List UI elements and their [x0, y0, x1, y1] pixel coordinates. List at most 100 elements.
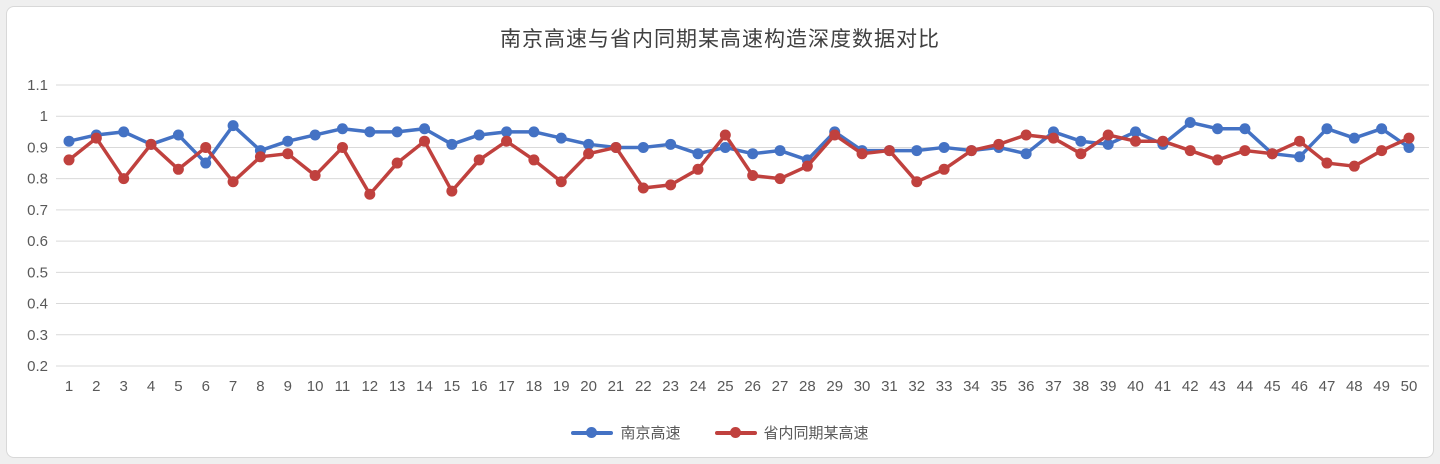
data-point-marker-南京高速	[172, 129, 184, 141]
data-point-marker-省内同期某高速	[1348, 160, 1360, 172]
x-axis-tick-label: 9	[284, 378, 292, 395]
data-point-marker-省内同期某高速	[1321, 157, 1333, 169]
data-point-marker-南京高速	[1321, 123, 1333, 135]
legend-marker-icon	[571, 427, 614, 439]
x-axis-tick-label: 41	[1155, 378, 1172, 395]
data-point-marker-南京高速	[692, 148, 704, 160]
data-point-marker-南京高速	[747, 148, 759, 160]
x-axis-tick-label: 33	[936, 378, 953, 395]
data-point-marker-南京高速	[1130, 126, 1142, 138]
x-axis-tick-label: 48	[1346, 378, 1363, 395]
data-point-marker-南京高速	[1075, 135, 1087, 147]
data-point-marker-南京高速	[309, 129, 321, 141]
data-point-marker-南京高速	[391, 126, 403, 138]
data-point-marker-省内同期某高速	[309, 170, 321, 182]
x-axis-tick-label: 12	[361, 378, 378, 395]
data-point-marker-省内同期某高速	[254, 151, 266, 163]
data-point-marker-南京高速	[446, 138, 458, 150]
data-point-marker-省内同期某高速	[1102, 129, 1114, 141]
y-axis-tick-label: 0.2	[27, 358, 48, 375]
data-point-marker-省内同期某高速	[227, 176, 239, 188]
x-axis-tick-label: 7	[229, 378, 237, 395]
x-axis-tick-label: 18	[526, 378, 543, 395]
x-axis-tick-label: 40	[1127, 378, 1144, 395]
data-point-marker-南京高速	[719, 141, 731, 153]
data-point-marker-省内同期某高速	[1212, 154, 1224, 166]
x-axis-tick-label: 2	[92, 378, 100, 395]
x-axis-tick-label: 29	[826, 378, 843, 395]
x-axis-tick-label: 26	[744, 378, 761, 395]
x-axis-tick-label: 35	[990, 378, 1007, 395]
x-axis-tick-label: 42	[1182, 378, 1199, 395]
x-axis-tick-label: 49	[1373, 378, 1390, 395]
legend-label: 南京高速	[620, 425, 681, 442]
data-point-marker-省内同期某高速	[829, 129, 841, 141]
line-chart-plot-area: 1.110.90.80.70.60.50.40.30.21 2 3 4 5 6 7 8 9 10 1…	[27, 77, 1429, 395]
data-point-marker-省内同期某高速	[1075, 148, 1087, 160]
data-point-marker-省内同期某高速	[583, 148, 595, 160]
data-point-marker-省内同期某高速	[528, 154, 540, 166]
data-point-marker-省内同期某高速	[1294, 135, 1306, 147]
data-point-marker-省内同期某高速	[1047, 132, 1059, 144]
data-point-marker-省内同期某高速	[200, 141, 212, 153]
data-point-marker-省内同期某高速	[1239, 145, 1251, 157]
data-point-marker-省内同期某高速	[336, 141, 348, 153]
x-axis-tick-label: 17	[498, 378, 515, 395]
y-axis-tick-label: 1	[40, 108, 48, 125]
x-axis-tick-label: 44	[1237, 378, 1254, 395]
x-axis-tick-label: 27	[772, 378, 789, 395]
y-axis-tick-label: 0.7	[27, 202, 48, 219]
data-point-marker-南京高速	[1239, 123, 1251, 135]
data-point-marker-南京高速	[665, 138, 677, 150]
legend-dot-icon	[729, 427, 741, 438]
data-point-marker-省内同期某高速	[637, 182, 649, 194]
x-axis-tick-label: 5	[174, 378, 182, 395]
x-axis-tick-label: 10	[307, 378, 324, 395]
data-point-marker-省内同期某高速	[801, 160, 813, 172]
legend-item[interactable]: 南京高速	[571, 422, 681, 443]
chart-title: 南京高速与省内同期某高速构造深度数据对比	[500, 28, 940, 51]
data-point-marker-省内同期某高速	[692, 163, 704, 175]
x-axis-tick-label: 13	[389, 378, 406, 395]
x-axis-tick-label: 43	[1209, 378, 1226, 395]
data-point-marker-省内同期某高速	[938, 163, 950, 175]
data-point-marker-南京高速	[227, 120, 239, 132]
data-point-marker-省内同期某高速	[419, 135, 431, 147]
data-point-marker-南京高速	[1212, 123, 1224, 135]
data-point-marker-南京高速	[911, 145, 923, 157]
data-point-marker-南京高速	[364, 126, 376, 138]
data-point-marker-南京高速	[501, 126, 513, 138]
data-point-marker-南京高速	[473, 129, 485, 141]
x-axis-tick-label: 46	[1291, 378, 1308, 395]
legend-item[interactable]: 省内同期某高速	[714, 422, 869, 443]
legend-marker-icon	[714, 427, 757, 439]
data-point-marker-省内同期某高速	[1403, 132, 1415, 144]
y-axis-tick-label: 1.1	[27, 77, 48, 94]
x-axis-tick-label: 16	[471, 378, 488, 395]
data-point-marker-南京高速	[200, 157, 212, 169]
x-axis-tick-label: 25	[717, 378, 734, 395]
data-point-marker-省内同期某高速	[90, 132, 102, 144]
data-point-marker-省内同期某高速	[993, 138, 1005, 150]
data-point-marker-省内同期某高速	[1184, 145, 1196, 157]
data-point-marker-南京高速	[118, 126, 130, 138]
data-point-marker-南京高速	[1403, 141, 1415, 153]
data-point-marker-南京高速	[1184, 116, 1196, 128]
x-axis-tick-label: 34	[963, 378, 980, 395]
data-point-marker-省内同期某高速	[1376, 145, 1388, 157]
x-axis-tick-label: 14	[416, 378, 433, 395]
data-point-marker-南京高速	[419, 123, 431, 135]
data-point-marker-南京高速	[1348, 132, 1360, 144]
x-axis-tick-label: 30	[854, 378, 871, 395]
x-axis-tick-label: 15	[444, 378, 461, 395]
data-point-marker-省内同期某高速	[1020, 129, 1032, 141]
data-point-marker-省内同期某高速	[665, 179, 677, 191]
y-axis-tick-label: 0.4	[27, 296, 48, 313]
x-axis-tick-label: 37	[1045, 378, 1062, 395]
data-point-marker-南京高速	[1376, 123, 1388, 135]
data-point-marker-省内同期某高速	[118, 173, 130, 185]
data-point-marker-省内同期某高速	[555, 176, 567, 188]
data-point-marker-省内同期某高速	[282, 148, 294, 160]
x-axis-tick-label: 24	[690, 378, 707, 395]
data-point-marker-南京高速	[637, 141, 649, 153]
